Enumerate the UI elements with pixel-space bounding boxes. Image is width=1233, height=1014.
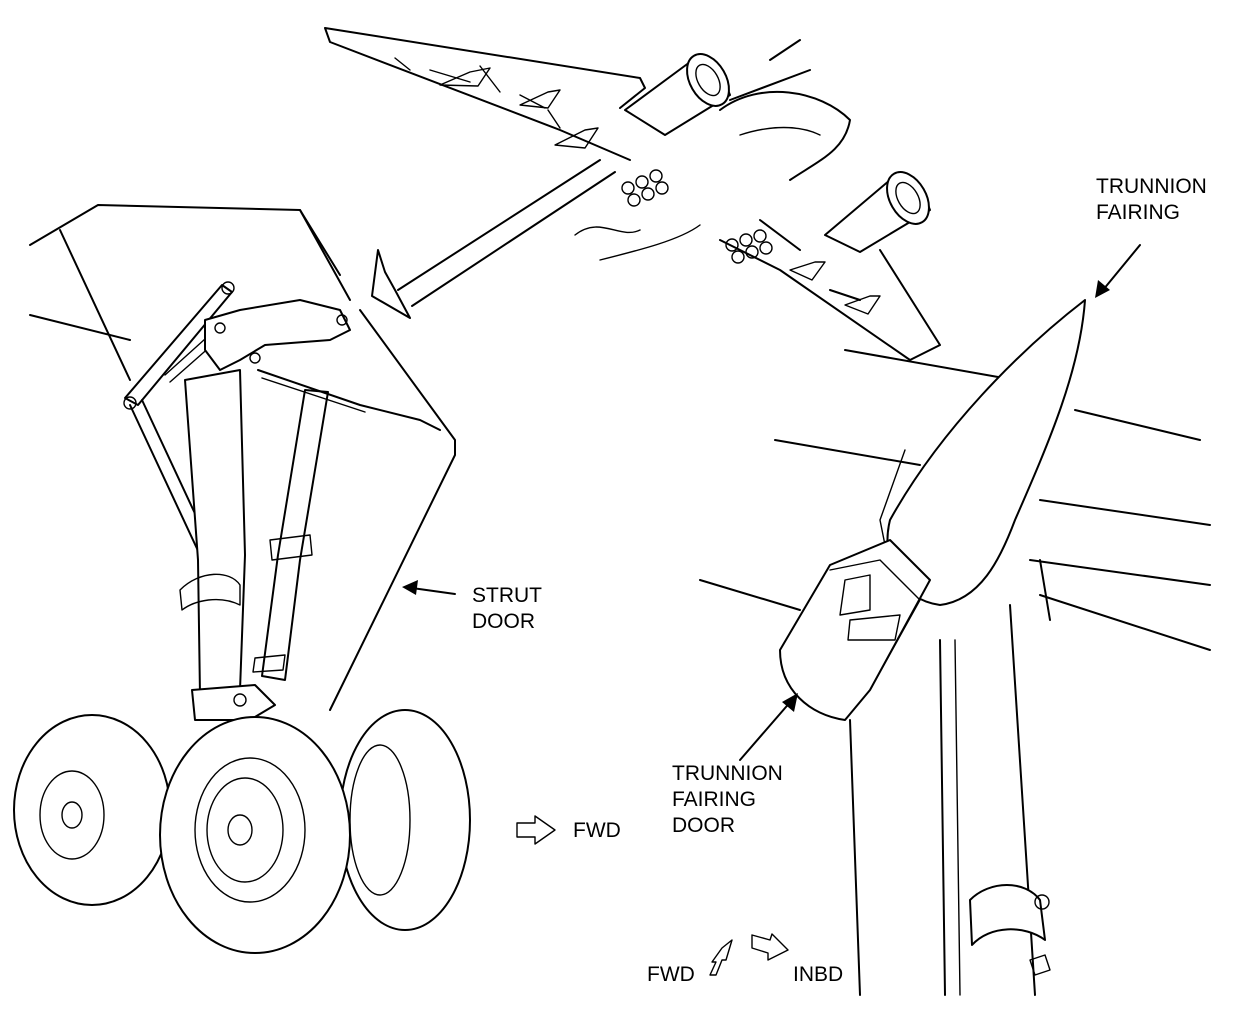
trunnion-fairing <box>886 299 1086 606</box>
main-strut <box>184 369 246 696</box>
fwd-small-arrow-icon <box>709 939 733 976</box>
label-trunnion-fairing-1: TRUNNION <box>1096 175 1207 198</box>
label-inbd: INBD <box>793 963 843 986</box>
left-gear-assembly <box>29 204 456 721</box>
label-trunnion-fairing-door-2: FAIRING <box>672 788 756 811</box>
front-wheel <box>159 716 351 954</box>
left-engine <box>624 53 731 136</box>
right-strut <box>849 559 1051 996</box>
label-trunnion-fairing-2: FAIRING <box>1096 201 1180 224</box>
fuselage <box>719 39 851 181</box>
label-trunnion-fairing-door-1: TRUNNION <box>672 762 783 785</box>
label-strut-door-2: DOOR <box>472 610 535 633</box>
trunnion-block <box>204 299 351 371</box>
trunnion-fairing-door <box>779 539 931 721</box>
left-wing <box>324 27 646 161</box>
label-trunnion-fairing-door-3: DOOR <box>672 814 735 837</box>
label-strut-door-1: STRUT <box>472 584 542 607</box>
leader-strut-door <box>402 580 456 595</box>
trunnion-detail <box>699 299 1211 996</box>
wheel-cluster-left <box>621 169 669 207</box>
right-wing <box>719 219 941 361</box>
right-engine <box>824 171 931 253</box>
aircraft-overview <box>324 27 941 361</box>
detail-callout-arrow <box>371 159 616 319</box>
actuator-cylinder <box>261 389 329 681</box>
inner-wheel-right <box>339 709 471 931</box>
leader-trunnion-fairing-door <box>739 693 798 761</box>
label-fwd-main: FWD <box>573 819 621 842</box>
rear-wheel <box>13 714 171 906</box>
label-fwd-small: FWD <box>647 963 695 986</box>
leader-trunnion-fairing <box>1095 244 1141 298</box>
fwd-arrow-icon <box>516 815 556 845</box>
wheel-cluster-right <box>725 229 773 264</box>
inbd-arrow-icon <box>751 933 789 961</box>
